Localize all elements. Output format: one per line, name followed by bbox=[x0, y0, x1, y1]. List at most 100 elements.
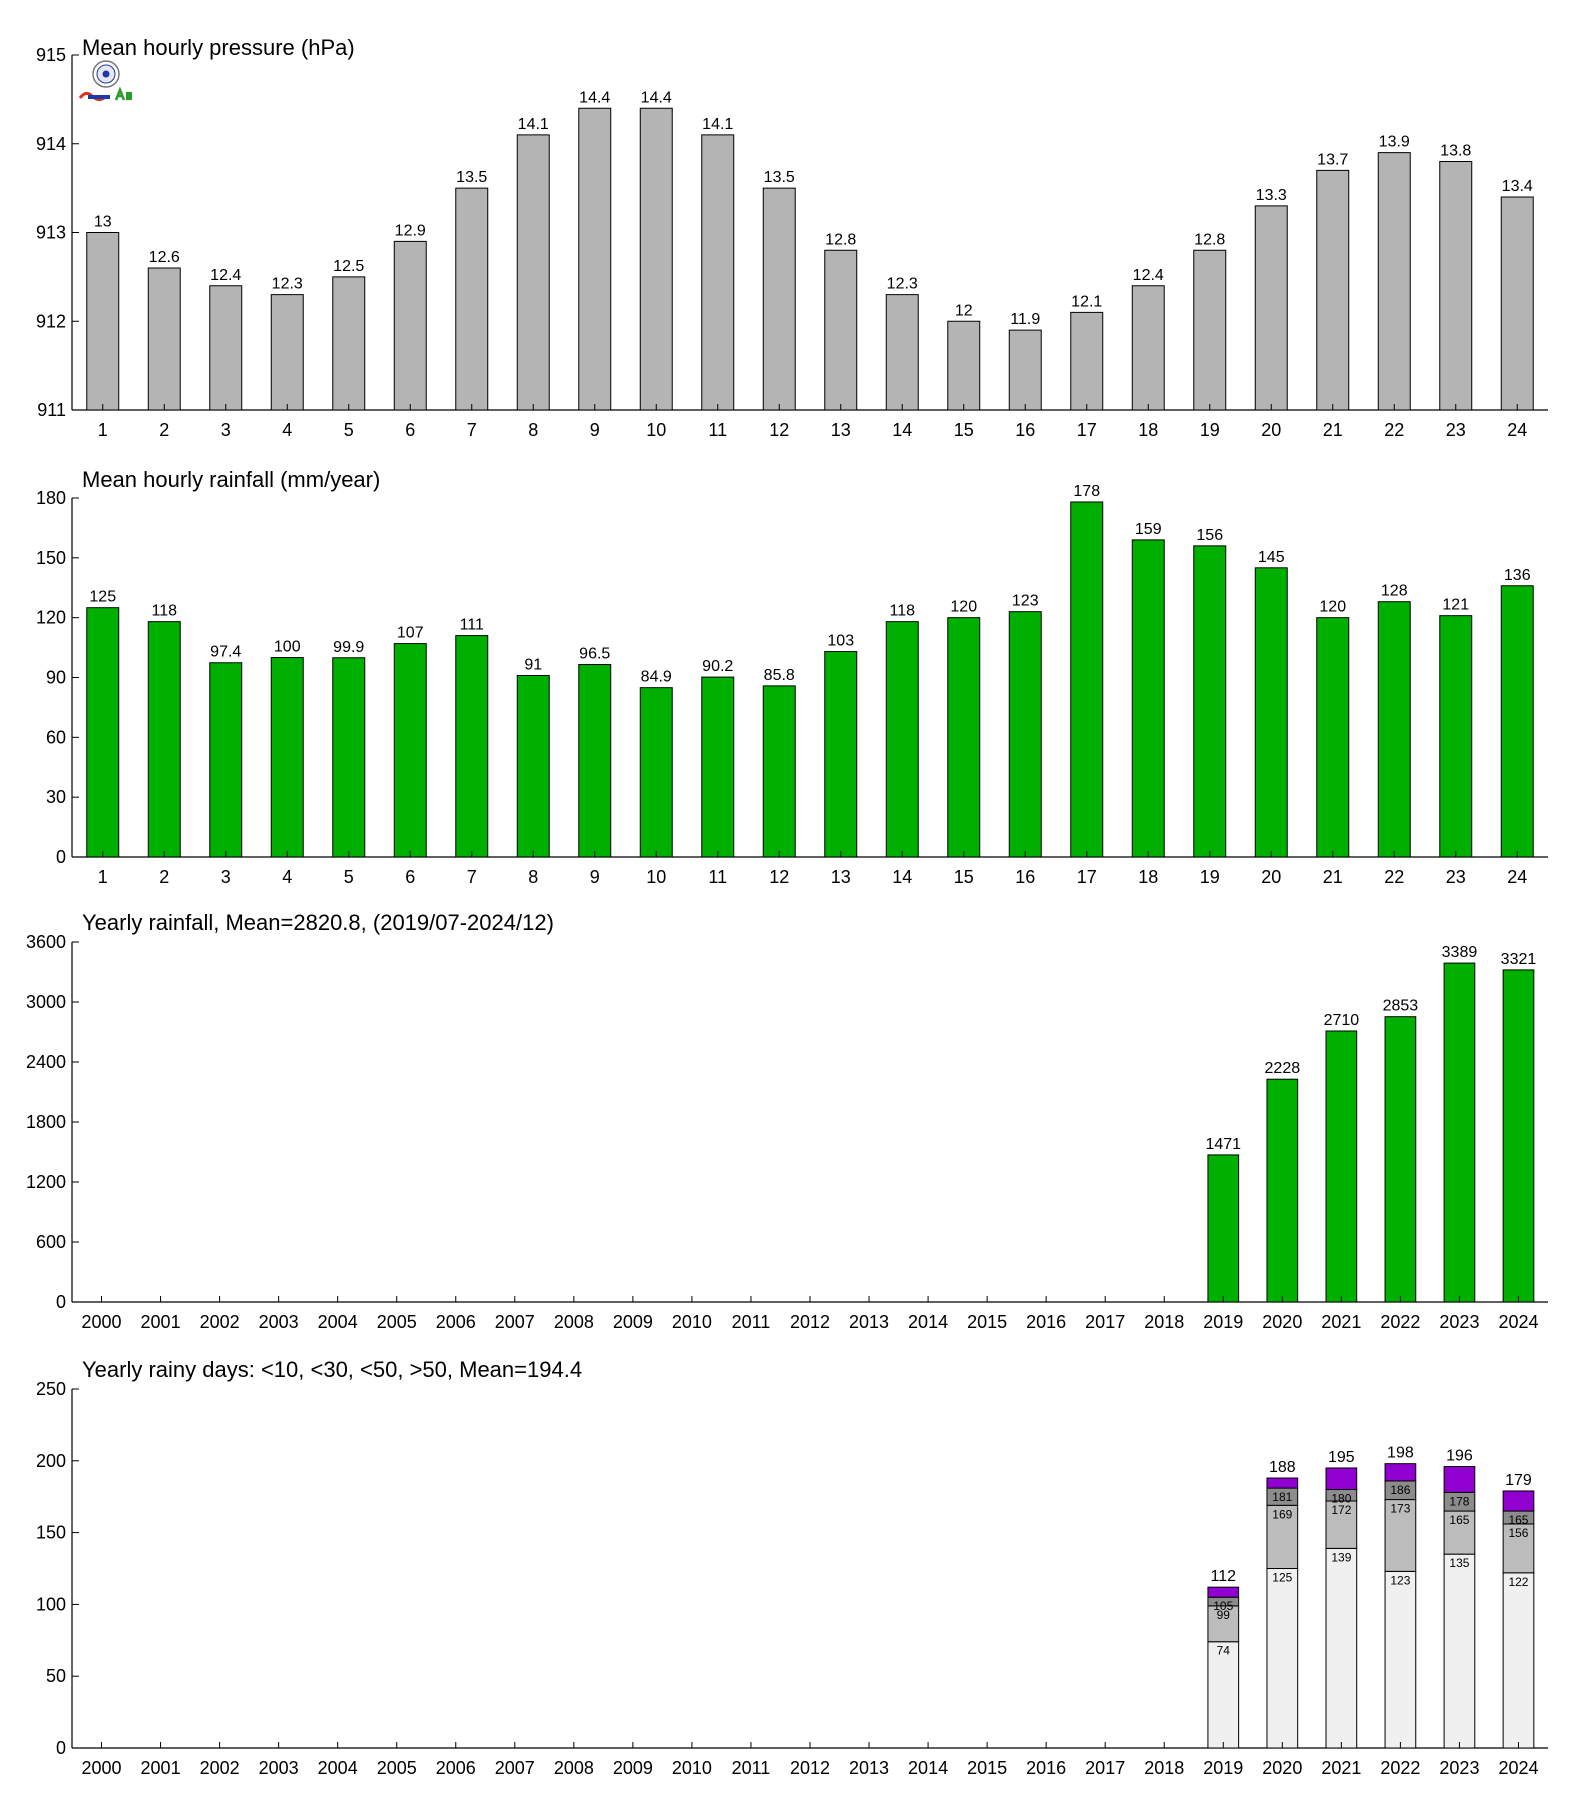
bar bbox=[86, 607, 120, 858]
bar bbox=[1377, 152, 1411, 411]
x-tick-label: 2018 bbox=[1144, 1758, 1184, 1778]
x-tick-label: 2000 bbox=[81, 1758, 121, 1778]
x-tick-label: 2006 bbox=[436, 1758, 476, 1778]
stack-segment bbox=[1384, 1499, 1417, 1572]
data-label: 14.1 bbox=[702, 116, 733, 133]
data-label: 198 bbox=[1387, 1445, 1414, 1462]
bar bbox=[1193, 249, 1227, 411]
segment-label: 180 bbox=[1331, 1492, 1351, 1506]
x-tick-label: 2007 bbox=[495, 1758, 535, 1778]
bar bbox=[516, 675, 550, 858]
data-label: 2710 bbox=[1324, 1012, 1360, 1029]
data-label: 120 bbox=[1319, 599, 1346, 616]
x-tick-label: 13 bbox=[831, 420, 851, 440]
x-tick-label: 2002 bbox=[200, 1312, 240, 1332]
data-label: 12.3 bbox=[887, 276, 918, 293]
y-tick-label: 0 bbox=[56, 847, 66, 867]
data-label: 188 bbox=[1269, 1459, 1296, 1476]
x-tick-label: 2011 bbox=[732, 1312, 771, 1332]
x-tick-label: 16 bbox=[1015, 867, 1035, 887]
segment-label: 125 bbox=[1272, 1571, 1292, 1585]
segment-label: 156 bbox=[1508, 1526, 1528, 1540]
x-tick-label: 2021 bbox=[1321, 1758, 1361, 1778]
x-tick-label: 2002 bbox=[200, 1758, 240, 1778]
data-label: 100 bbox=[274, 639, 301, 656]
x-tick-label: 2023 bbox=[1439, 1312, 1479, 1332]
segment-label: 178 bbox=[1449, 1494, 1469, 1508]
bar bbox=[1254, 205, 1288, 411]
data-label: 1471 bbox=[1205, 1136, 1241, 1153]
bar bbox=[1131, 539, 1165, 858]
x-tick-label: 8 bbox=[528, 867, 538, 887]
y-tick-label: 3600 bbox=[26, 932, 66, 952]
bar bbox=[332, 276, 366, 411]
bar bbox=[1439, 615, 1473, 858]
x-tick-label: 2022 bbox=[1380, 1758, 1420, 1778]
bar bbox=[86, 232, 120, 411]
bar bbox=[455, 635, 489, 858]
bar bbox=[1500, 196, 1534, 411]
x-tick-label: 2018 bbox=[1144, 1312, 1184, 1332]
y-tick-label: 50 bbox=[46, 1666, 66, 1686]
data-label: 12.4 bbox=[1133, 267, 1164, 284]
data-label: 96.5 bbox=[579, 646, 610, 663]
data-label: 179 bbox=[1505, 1472, 1532, 1489]
data-label: 13.9 bbox=[1379, 134, 1410, 151]
x-tick-label: 7 bbox=[467, 420, 477, 440]
segment-label: 99 bbox=[1217, 1608, 1231, 1622]
bar bbox=[1377, 601, 1411, 858]
x-tick-label: 2004 bbox=[318, 1758, 358, 1778]
bar bbox=[701, 676, 735, 858]
data-label: 84.9 bbox=[641, 669, 672, 686]
bar bbox=[701, 134, 735, 411]
x-tick-label: 12 bbox=[769, 420, 789, 440]
x-tick-label: 21 bbox=[1323, 420, 1343, 440]
x-tick-label: 2015 bbox=[967, 1758, 1007, 1778]
smartlab-logo bbox=[78, 60, 132, 102]
x-tick-label: 15 bbox=[954, 867, 974, 887]
x-tick-label: 2021 bbox=[1321, 1312, 1361, 1332]
bar bbox=[1131, 285, 1165, 411]
segment-label: 172 bbox=[1331, 1503, 1351, 1517]
x-tick-label: 2001 bbox=[141, 1312, 181, 1332]
x-tick-label: 22 bbox=[1384, 420, 1404, 440]
data-label: 12.9 bbox=[395, 222, 426, 239]
x-tick-label: 4 bbox=[282, 420, 292, 440]
x-tick-label: 2020 bbox=[1262, 1758, 1302, 1778]
x-tick-label: 2012 bbox=[790, 1312, 830, 1332]
data-label: 12.3 bbox=[272, 276, 303, 293]
data-label: 12.1 bbox=[1071, 293, 1102, 310]
x-tick-label: 2 bbox=[159, 867, 169, 887]
bar bbox=[639, 687, 673, 858]
y-tick-label: 0 bbox=[56, 1292, 66, 1312]
data-label: 123 bbox=[1012, 593, 1039, 610]
y-tick-label: 1200 bbox=[26, 1172, 66, 1192]
bar bbox=[147, 267, 181, 411]
data-label: 91 bbox=[524, 657, 542, 674]
x-tick-label: 18 bbox=[1138, 420, 1158, 440]
y-tick-label: 60 bbox=[46, 727, 66, 747]
x-tick-label: 2013 bbox=[849, 1758, 889, 1778]
data-label: 12.5 bbox=[333, 258, 364, 275]
bar bbox=[1008, 329, 1042, 411]
segment-label: 74 bbox=[1217, 1644, 1231, 1658]
data-label: 178 bbox=[1073, 483, 1100, 500]
x-tick-label: 2024 bbox=[1498, 1312, 1538, 1332]
x-tick-label: 2000 bbox=[81, 1312, 121, 1332]
bar bbox=[1193, 545, 1227, 858]
x-tick-label: 22 bbox=[1384, 867, 1404, 887]
x-tick-label: 1 bbox=[98, 867, 108, 887]
x-tick-label: 2019 bbox=[1203, 1312, 1243, 1332]
x-tick-label: 2001 bbox=[141, 1758, 181, 1778]
y-tick-label: 600 bbox=[36, 1232, 66, 1252]
x-tick-label: 5 bbox=[344, 420, 354, 440]
x-tick-label: 24 bbox=[1507, 420, 1527, 440]
segment-label: 186 bbox=[1390, 1483, 1410, 1497]
bar bbox=[1439, 161, 1473, 411]
x-tick-label: 2013 bbox=[849, 1312, 889, 1332]
x-tick-label: 17 bbox=[1077, 420, 1097, 440]
data-label: 112 bbox=[1211, 1568, 1237, 1585]
stack-segment bbox=[1443, 1466, 1476, 1493]
data-label: 12.6 bbox=[149, 249, 180, 266]
